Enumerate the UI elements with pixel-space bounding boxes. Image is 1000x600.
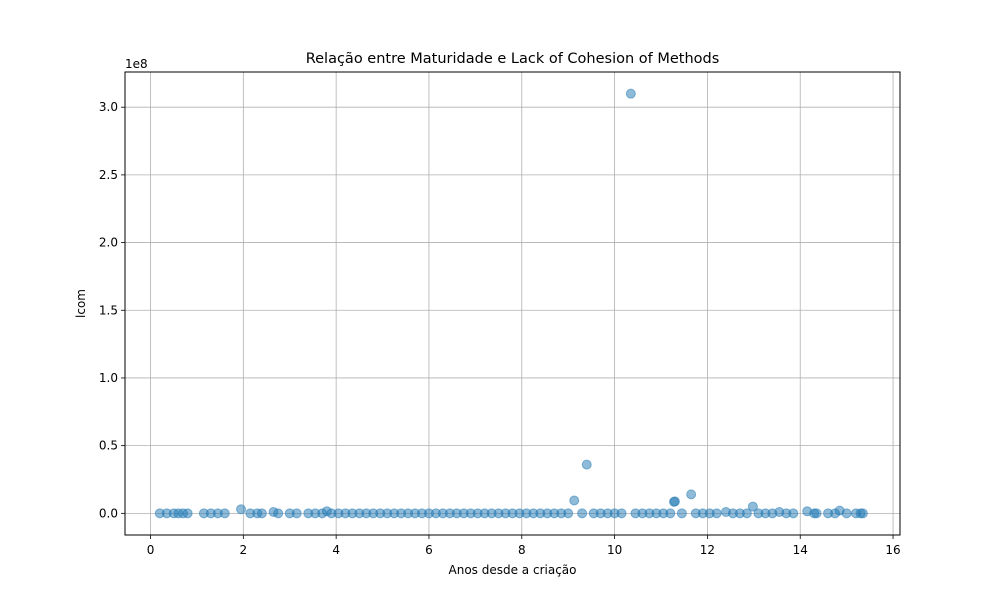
y-offset-label: 1e8: [125, 57, 148, 71]
data-point: [625, 88, 636, 99]
data-point: [563, 508, 574, 519]
data-point: [236, 504, 247, 515]
x-tick-label: 2: [240, 543, 248, 557]
data-point: [577, 508, 588, 519]
x-axis-ticks: 0 2 4 6 8 10 12 14 16: [147, 535, 901, 557]
y-axis-label: lcom: [74, 289, 88, 318]
data-point: [711, 508, 722, 519]
data-point: [841, 508, 852, 519]
data-point: [569, 495, 580, 506]
y-tick-label: 1.5: [99, 303, 118, 317]
data-point: [273, 508, 284, 519]
chart-title: Relação entre Maturidade e Lack of Cohes…: [306, 51, 720, 67]
x-tick-label: 12: [700, 543, 715, 557]
data-point: [857, 508, 868, 519]
data-point: [676, 508, 687, 519]
x-tick-label: 14: [793, 543, 808, 557]
y-tick-label: 2.0: [99, 236, 118, 250]
data-point: [616, 508, 627, 519]
plot-area-frame: [124, 71, 901, 536]
x-tick-label: 6: [425, 543, 433, 557]
x-tick-label: 10: [607, 543, 622, 557]
data-point: [219, 508, 230, 519]
data-point: [741, 508, 752, 519]
x-axis-label: Anos desde a criação: [449, 563, 577, 577]
data-point: [256, 508, 267, 519]
data-point: [747, 501, 758, 512]
grid-lines: [125, 72, 900, 535]
y-tick-label: 3.0: [99, 100, 118, 114]
y-axis-ticks: 0.0 0.5 1.0 1.5 2.0 2.5 3.0: [99, 100, 125, 520]
data-points: [154, 88, 868, 519]
data-point: [581, 459, 592, 470]
data-point: [665, 508, 676, 519]
x-tick-label: 0: [147, 543, 155, 557]
data-point: [811, 508, 822, 519]
data-point: [686, 489, 697, 500]
x-tick-label: 16: [885, 543, 900, 557]
x-tick-label: 4: [332, 543, 340, 557]
data-point: [669, 496, 680, 507]
y-tick-label: 0.5: [99, 439, 118, 453]
y-tick-label: 2.5: [99, 168, 118, 182]
x-tick-label: 8: [518, 543, 526, 557]
data-point: [182, 508, 193, 519]
y-tick-label: 0.0: [99, 506, 118, 520]
data-point: [788, 508, 799, 519]
y-tick-label: 1.0: [99, 371, 118, 385]
data-point: [291, 508, 302, 519]
